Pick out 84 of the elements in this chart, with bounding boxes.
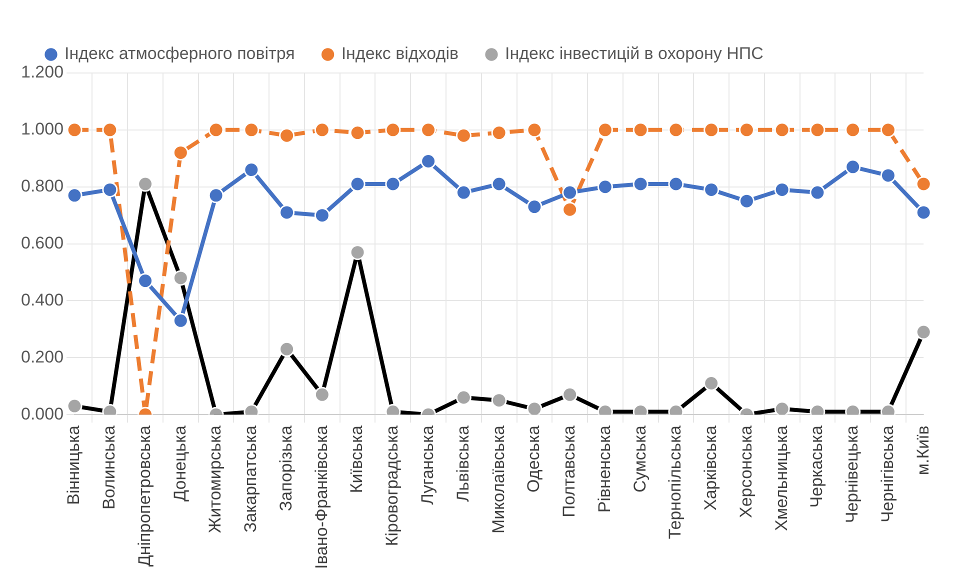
legend-label: Індекс інвестицій в охорону НПС bbox=[504, 44, 764, 64]
point bbox=[244, 122, 260, 138]
point bbox=[102, 122, 118, 138]
point bbox=[350, 125, 366, 141]
point bbox=[350, 176, 366, 192]
x-tick-label: Кіровоградська bbox=[382, 425, 402, 546]
x-tick-label: Харківська bbox=[701, 425, 720, 511]
point bbox=[916, 176, 932, 192]
point bbox=[668, 122, 684, 138]
point bbox=[244, 162, 260, 178]
x-tick-label: Миколаївська bbox=[488, 425, 508, 534]
point bbox=[314, 122, 330, 138]
point bbox=[632, 176, 648, 192]
point bbox=[491, 176, 507, 192]
point bbox=[526, 199, 542, 215]
y-tick-label: 0.000 bbox=[20, 404, 64, 424]
point bbox=[385, 122, 401, 138]
y-tick-label: 0.400 bbox=[20, 290, 64, 310]
x-tick-label: Одеська bbox=[524, 425, 544, 492]
point bbox=[526, 122, 542, 138]
x-tick-label: Чернівецька bbox=[842, 425, 862, 524]
x-tick-label: Черкаська bbox=[807, 425, 826, 508]
point bbox=[279, 128, 295, 144]
x-tick-label: Рівненська bbox=[594, 425, 614, 513]
x-tick-label: Полтавська bbox=[560, 425, 579, 518]
point bbox=[810, 122, 826, 138]
point bbox=[668, 176, 684, 192]
point bbox=[66, 122, 82, 138]
point bbox=[420, 153, 436, 169]
x-tick-label: Дніпропетровська bbox=[134, 425, 154, 567]
x-tick-label: Вінницька bbox=[64, 425, 84, 505]
x-tick-label: Запорізька bbox=[276, 425, 296, 512]
x-tick-label: Закарпатська bbox=[241, 425, 260, 533]
legend-label: Індекс атмосферного повітря bbox=[64, 44, 295, 64]
point bbox=[456, 184, 472, 200]
point bbox=[172, 144, 188, 160]
x-tick-label: Івано-Франківська bbox=[312, 425, 331, 569]
point bbox=[562, 184, 578, 200]
y-tick-label: 0.200 bbox=[20, 347, 64, 366]
point bbox=[66, 188, 82, 204]
x-tick-label: Київська bbox=[347, 425, 366, 494]
x-tick-label: Тернопільська bbox=[666, 425, 685, 540]
point bbox=[774, 182, 790, 198]
point bbox=[208, 122, 224, 138]
point bbox=[845, 122, 861, 138]
point bbox=[738, 193, 754, 209]
point bbox=[880, 168, 896, 184]
x-tick-label: Херсонська bbox=[736, 425, 756, 518]
point bbox=[597, 122, 613, 138]
point bbox=[704, 122, 720, 138]
point bbox=[738, 122, 754, 138]
x-tick-label: Донецька bbox=[170, 425, 190, 502]
point bbox=[810, 184, 826, 200]
point bbox=[314, 208, 330, 224]
point bbox=[172, 312, 188, 328]
y-tick-label: 1.000 bbox=[20, 120, 64, 139]
x-tick-label: м.Київ bbox=[913, 426, 932, 476]
point bbox=[597, 179, 613, 195]
point bbox=[880, 122, 896, 138]
point bbox=[774, 122, 790, 138]
point bbox=[138, 273, 154, 289]
point bbox=[208, 188, 224, 204]
point bbox=[102, 182, 118, 198]
x-tick-label: Львівська bbox=[453, 425, 472, 502]
x-tick-label: Чернігівська bbox=[878, 425, 897, 522]
legend-label: Індекс відходів bbox=[341, 44, 458, 64]
x-tick-label: Волинська bbox=[100, 425, 119, 510]
point bbox=[845, 159, 861, 175]
point bbox=[916, 204, 932, 220]
x-tick-label: Сумська bbox=[630, 425, 650, 492]
point bbox=[562, 202, 578, 218]
point bbox=[632, 122, 648, 138]
point bbox=[491, 125, 507, 141]
x-tick-label: Житомирська bbox=[206, 425, 225, 534]
y-tick-label: 1.200 bbox=[20, 62, 64, 82]
point bbox=[704, 182, 720, 198]
point bbox=[456, 128, 472, 144]
point bbox=[385, 176, 401, 192]
x-tick-label: Хмельницька bbox=[772, 425, 791, 532]
x-tick-label: Луганська bbox=[418, 425, 438, 505]
point bbox=[279, 204, 295, 220]
y-tick-label: 0.600 bbox=[20, 233, 64, 252]
point bbox=[420, 122, 436, 138]
y-tick-label: 0.800 bbox=[20, 176, 64, 196]
